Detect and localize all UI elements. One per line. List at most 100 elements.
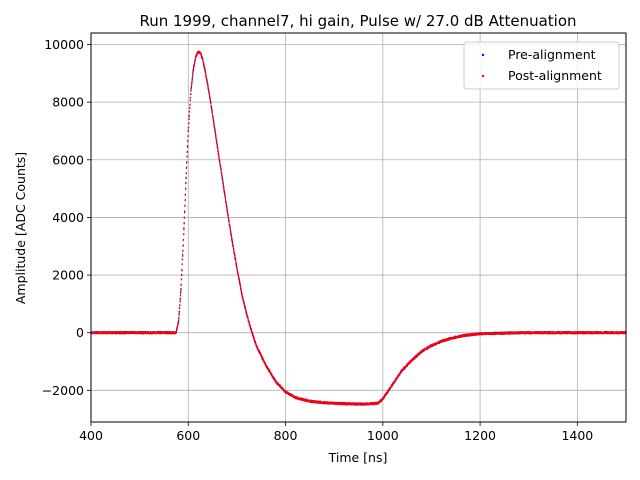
data-point	[177, 322, 179, 324]
legend-marker-pre-alignment	[481, 53, 485, 57]
data-point	[410, 360, 412, 363]
data-point	[129, 331, 131, 333]
data-point	[259, 352, 261, 354]
data-point	[238, 276, 240, 279]
data-point	[186, 145, 189, 147]
data-point	[140, 332, 142, 334]
data-point	[225, 201, 227, 203]
data-point	[600, 331, 602, 333]
data-point	[595, 332, 598, 335]
data-point	[575, 332, 577, 335]
data-point	[221, 178, 223, 180]
y-tick-label: 10000	[44, 37, 84, 52]
data-point	[202, 62, 205, 65]
series-post-alignment	[90, 50, 627, 406]
data-point	[94, 331, 96, 334]
data-point	[593, 331, 595, 333]
data-point	[511, 331, 513, 333]
data-point	[447, 339, 450, 341]
data-point	[380, 399, 382, 402]
y-tick-label: 8000	[52, 95, 84, 110]
data-point	[186, 161, 188, 164]
data-point	[139, 331, 141, 333]
data-point	[404, 366, 407, 369]
data-point	[103, 331, 105, 333]
data-point	[351, 402, 354, 404]
data-point	[247, 318, 249, 320]
data-point	[392, 384, 394, 386]
y-tick-label: 6000	[52, 152, 84, 167]
data-point	[438, 341, 441, 344]
data-point	[215, 139, 218, 141]
data-point	[233, 251, 235, 254]
data-point	[211, 107, 213, 110]
data-point	[236, 268, 238, 271]
data-point	[103, 332, 105, 335]
data-point	[178, 314, 180, 317]
data-point	[180, 291, 182, 293]
data-point	[538, 332, 541, 335]
data-point	[207, 84, 209, 87]
y-tick-label: 2000	[52, 268, 84, 283]
data-point	[222, 185, 225, 188]
data-point	[190, 92, 192, 95]
data-point	[261, 355, 263, 357]
data-point	[191, 76, 194, 79]
data-point	[599, 332, 601, 335]
data-point	[192, 74, 194, 76]
data-point	[187, 135, 189, 137]
data-point	[461, 335, 463, 338]
data-point	[468, 333, 470, 335]
data-point	[224, 193, 226, 195]
data-point	[181, 269, 183, 272]
data-point	[205, 75, 207, 77]
data-point	[180, 292, 182, 295]
data-point	[317, 402, 319, 404]
data-point	[224, 196, 226, 198]
data-point	[186, 155, 188, 158]
data-point	[469, 334, 471, 337]
plot-background	[91, 33, 626, 422]
data-point	[232, 245, 234, 247]
data-point	[192, 72, 194, 75]
data-point	[121, 331, 123, 333]
data-point	[379, 401, 381, 404]
data-point	[241, 293, 243, 296]
data-point	[192, 70, 194, 73]
data-point	[360, 402, 363, 405]
data-point	[256, 345, 258, 348]
data-point	[227, 213, 229, 216]
data-point	[462, 335, 464, 338]
data-point	[315, 401, 317, 404]
data-point	[134, 331, 136, 333]
data-point	[244, 305, 246, 307]
data-point	[193, 62, 196, 64]
data-point	[210, 105, 212, 108]
data-point	[167, 331, 169, 333]
data-point	[240, 289, 242, 292]
data-point	[101, 331, 104, 333]
data-point	[488, 333, 490, 335]
data-point	[105, 331, 107, 333]
data-point	[507, 332, 510, 335]
data-point	[269, 370, 271, 373]
data-point	[565, 332, 567, 335]
data-point	[224, 195, 226, 197]
data-point	[181, 263, 183, 266]
data-point	[182, 255, 184, 257]
data-point	[175, 331, 177, 334]
data-point	[223, 191, 226, 193]
data-point	[262, 358, 264, 360]
data-point	[184, 199, 186, 202]
data-point	[248, 323, 251, 325]
data-point	[389, 388, 391, 391]
data-point	[225, 200, 227, 202]
data-point	[177, 323, 179, 326]
data-point	[390, 386, 392, 388]
data-point	[211, 112, 213, 115]
data-point	[409, 360, 411, 362]
data-point	[273, 377, 275, 380]
data-point	[231, 241, 234, 244]
plot-frame	[90, 32, 627, 423]
data-point	[568, 332, 570, 334]
